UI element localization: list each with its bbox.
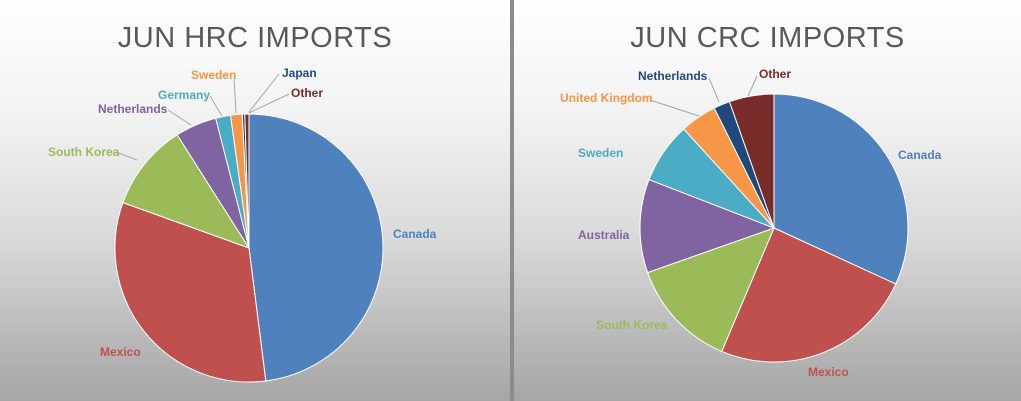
slice-label: United Kingdom <box>560 91 653 105</box>
leader-line <box>248 93 290 114</box>
slice-label: Sweden <box>578 146 623 160</box>
pie-slice-mexico <box>721 227 897 363</box>
slice-label: South Korea <box>48 145 120 159</box>
panel-divider <box>510 0 514 401</box>
pie-slice-canada <box>248 113 384 382</box>
chart-title: JUN CRC IMPORTS <box>630 22 905 54</box>
slice-label: Sweden <box>191 68 236 82</box>
pie-slice-australia <box>639 178 776 274</box>
leader-line <box>167 109 192 126</box>
leader-line <box>233 77 237 114</box>
leader-line <box>708 77 720 103</box>
slice-label: Other <box>291 86 323 100</box>
pie-slice-south-korea <box>122 134 251 249</box>
hrc-chart-panel: JUN HRC IMPORTS Canada Mexico South Korea N… <box>0 0 510 401</box>
chart-title: JUN HRC IMPORTS <box>117 22 393 54</box>
crc-pie-chart: Canada Mexico South Korea Australia Sweden Un… <box>560 67 942 379</box>
hrc-pie-chart: Canada Mexico South Korea NetherlandsGerman… <box>48 66 437 383</box>
slice-label: Netherlands <box>98 102 168 116</box>
leader-line <box>209 95 223 117</box>
leader-line <box>747 75 758 97</box>
slice-label: Other <box>759 67 791 81</box>
slice-label: Japan <box>282 66 317 80</box>
pie-slice-south-korea <box>646 227 775 353</box>
pie-slice-mexico <box>114 201 267 383</box>
slice-label: South Korea <box>596 318 668 332</box>
slice-label: Netherlands <box>638 69 708 83</box>
slice-label: Australia <box>578 228 630 242</box>
crc-chart-panel: JUN CRC IMPORTS Canada Mexico South Korea A… <box>514 0 1021 401</box>
pie-slice-other <box>244 113 250 249</box>
slice-label: Mexico <box>100 345 141 359</box>
slice-label: Mexico <box>808 365 849 379</box>
pie-slice-canada <box>773 93 909 285</box>
slice-label: Canada <box>898 148 942 162</box>
leader-line <box>649 99 700 117</box>
slice-label: Canada <box>393 227 437 241</box>
leader-line <box>115 151 138 161</box>
slice-label: Germany <box>158 88 210 102</box>
pie-slice-other <box>728 93 775 229</box>
leader-line <box>248 73 280 113</box>
